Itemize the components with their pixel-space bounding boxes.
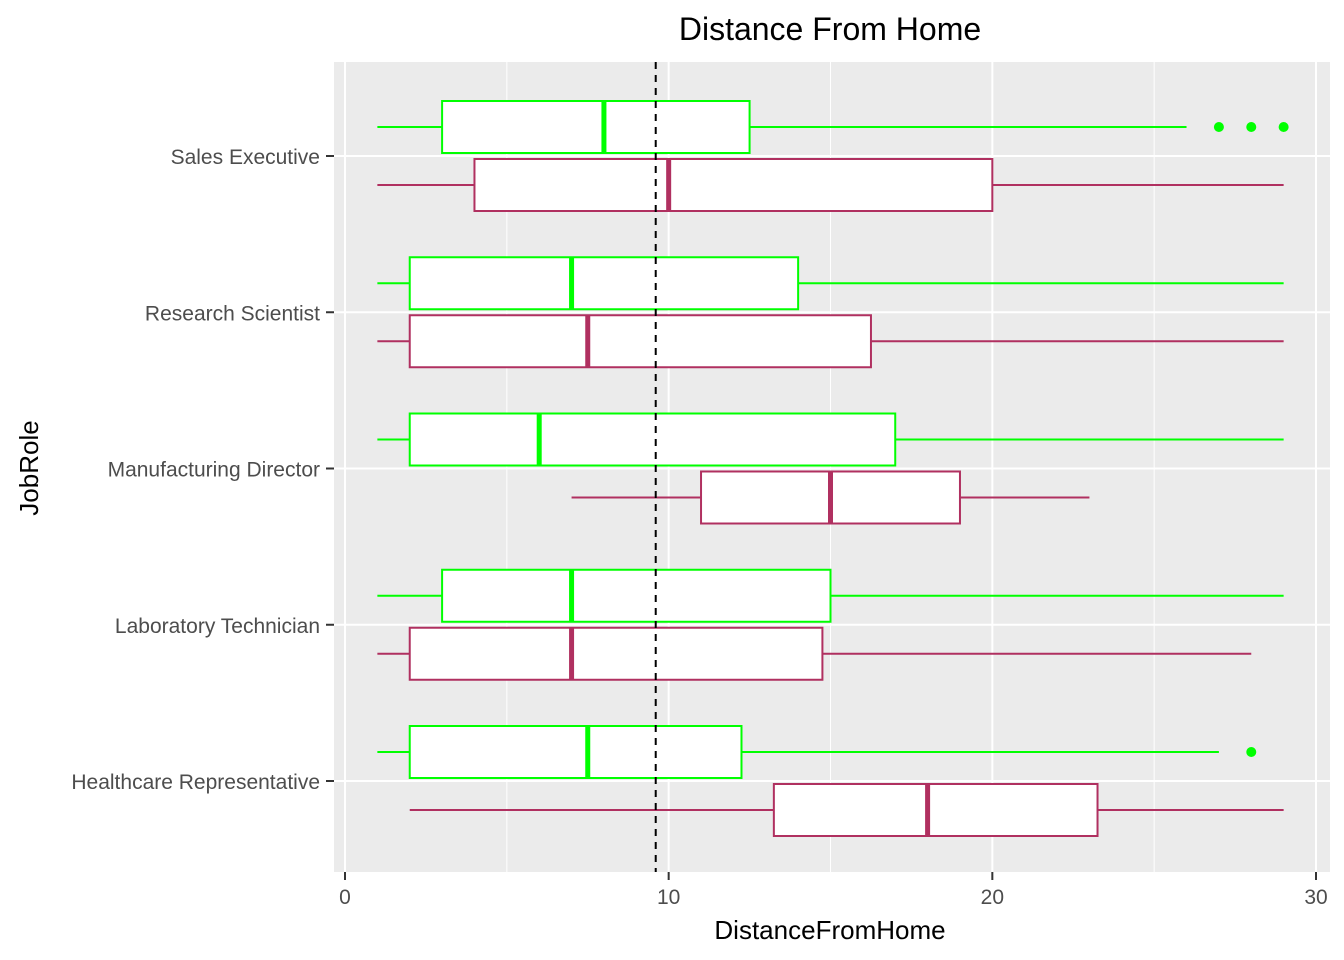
y-tick-label: Manufacturing Director [108,459,320,482]
outlier-point [1213,122,1224,132]
box-iqr [473,158,994,212]
x-axis: 0 10 20 30 [339,872,1328,909]
box-laboratory-technician-1 [377,626,1252,681]
y-tick-label: Sales Executive [171,146,320,169]
x-tick-label: 10 [657,886,680,909]
box-healthcare-representative-0 [377,725,1257,779]
box-iqr [772,783,1099,837]
box-manufacturing-director-1 [571,470,1090,525]
box-iqr [408,626,824,681]
box-laboratory-technician-0 [377,568,1284,623]
outlier-point [1278,122,1289,132]
box-sales-executive-1 [377,158,1284,212]
y-tick-label: Research Scientist [145,302,320,325]
x-tick-label: 30 [1304,886,1327,909]
box-manufacturing-director-0 [377,412,1284,467]
outlier-point [1246,747,1257,757]
box-group [377,100,1289,837]
box-sales-executive-0 [377,100,1289,154]
y-tick-label: Laboratory Technician [115,615,320,638]
box-healthcare-representative-1 [409,783,1284,837]
x-tick-label: 20 [981,886,1004,909]
box-iqr [441,568,832,623]
box-iqr [408,314,872,369]
y-tick-label: Healthcare Representative [71,771,320,794]
box-iqr [441,100,751,154]
box-research-scientist-1 [377,314,1284,369]
box-iqr [408,256,800,311]
chart-title: Distance From Home [679,11,981,47]
box-iqr [408,412,897,467]
x-tick-label: 0 [339,886,351,909]
box-research-scientist-0 [377,256,1284,311]
outlier-point [1246,122,1257,132]
y-axis: Healthcare Representative Laboratory Tech… [71,146,334,794]
box-iqr [408,725,743,779]
y-axis-title: JobRole [14,420,44,515]
major-gridlines [334,62,1330,872]
x-axis-title: DistanceFromHome [714,915,945,945]
